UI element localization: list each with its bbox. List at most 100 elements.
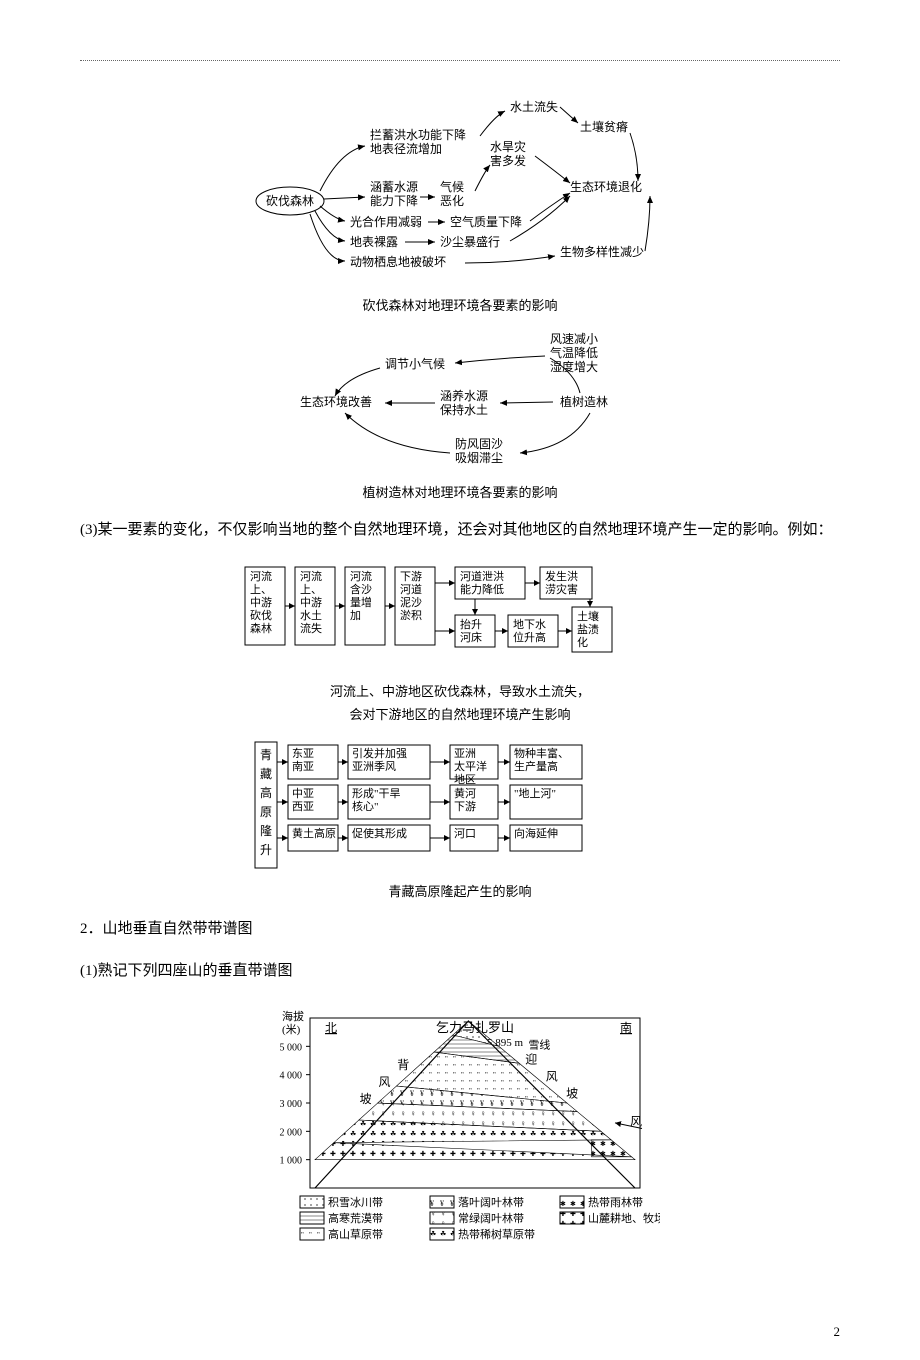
svg-text:森林: 森林	[250, 621, 272, 635]
d1-mid-l2: 害多发	[490, 153, 526, 168]
d1-top: 水土流失	[510, 99, 558, 114]
svg-text:引发并加强: 引发并加强	[352, 746, 407, 760]
svg-text:隆: 隆	[260, 823, 272, 838]
svg-text:热带稀树草原带: 热带稀树草原带	[458, 1227, 535, 1241]
svg-text:涝灾害: 涝灾害	[545, 582, 578, 596]
svg-text:河流: 河流	[350, 569, 372, 583]
paragraph-3: (3)某一要素的变化，不仅影响当地的整个自然地理环境，还会对其他地区的自然地理环…	[80, 515, 840, 545]
d2-top: 调节小气候	[385, 356, 445, 371]
svg-text:流失: 流失	[300, 621, 322, 635]
svg-text:量增: 量增	[350, 595, 372, 609]
diagram3-caption-l2: 会对下游地区的自然地理环境产生影响	[80, 704, 840, 723]
d1-r1: 土壤贫瘠	[580, 119, 628, 134]
svg-text:迎: 迎	[525, 1052, 537, 1066]
svg-text:亚洲季风: 亚洲季风	[352, 760, 396, 773]
d1-a1-l2: 地表径流增加	[370, 142, 442, 156]
header-divider	[80, 60, 840, 61]
svg-text:上、: 上、	[250, 583, 272, 596]
d2-mid2: 保持水土	[440, 402, 488, 417]
svg-text:风: 风	[378, 1075, 390, 1089]
svg-text:南: 南	[620, 1020, 632, 1035]
d1-a3b: 空气质量下降	[450, 214, 522, 229]
svg-text:盐渍: 盐渍	[577, 623, 599, 636]
d1-a1-l1: 拦蓄洪水功能下降	[370, 128, 466, 142]
svg-text:1 000: 1 000	[280, 1156, 303, 1167]
diagram-afforestation: 植树造林 调节小气候 风速减小 气温降低 湿度增大 生态环境改善 涵养水源 保持…	[80, 328, 840, 501]
svg-text:常绿阔叶林带: 常绿阔叶林带	[458, 1211, 524, 1225]
d2-bot2: 吸烟滞尘	[455, 451, 503, 465]
d1-a4: 地表裸露	[350, 234, 398, 249]
svg-text:下游: 下游	[454, 800, 476, 813]
svg-text:5 000: 5 000	[280, 1042, 303, 1053]
d1-a2-l2: 能力下降	[370, 194, 418, 208]
d2-tr2: 气温降低	[550, 345, 598, 360]
svg-text:3 000: 3 000	[280, 1099, 303, 1110]
svg-text:山麓耕地、牧场: 山麓耕地、牧场	[588, 1211, 660, 1225]
svg-text:"地上河": "地上河"	[514, 787, 556, 800]
svg-text:青: 青	[260, 748, 272, 762]
d1-a5: 动物栖息地被破坏	[350, 254, 446, 269]
svg-text:高山草原带: 高山草原带	[328, 1227, 383, 1241]
svg-text:水土: 水土	[300, 609, 322, 622]
svg-text:抬升: 抬升	[460, 617, 482, 631]
svg-text:2 000: 2 000	[280, 1127, 303, 1138]
diagram-river-chain: 河流上、中游砍伐森林河流上、中游水土流失河流含沙量增加下游河道泥沙淤积河道泄洪能…	[80, 557, 840, 723]
svg-text:太平洋: 太平洋	[454, 759, 487, 773]
svg-text:河床: 河床	[460, 630, 482, 644]
d1-a2-l1: 涵蓄水源	[370, 180, 418, 194]
svg-text:向海延伸: 向海延伸	[514, 826, 558, 840]
svg-text:生产量高: 生产量高	[514, 759, 558, 773]
svg-text:泥沙: 泥沙	[400, 596, 422, 609]
svg-text:黄土高原: 黄土高原	[292, 826, 336, 840]
d1-a2b-l2: 恶化	[440, 194, 464, 208]
svg-text:亚洲: 亚洲	[454, 748, 476, 760]
d1-mid-l1: 水旱灾	[490, 139, 526, 154]
d2-bot1: 防风固沙	[455, 436, 503, 451]
svg-text:中亚: 中亚	[292, 787, 314, 800]
svg-text:发生洪: 发生洪	[545, 569, 578, 583]
diagram-deforestation: 砍伐森林 拦蓄洪水功能下降 地表径流增加 涵蓄水源 能力下降 气候 恶化 光合作…	[80, 91, 840, 314]
d1-root: 砍伐森林	[266, 193, 314, 208]
svg-text:积雪冰川带: 积雪冰川带	[328, 1196, 383, 1209]
diagram-plateau: 青藏高原隆升 东亚南亚引发并加强亚洲季风亚洲太平洋地区物种丰富、生产量高中亚西亚…	[80, 737, 840, 900]
diagram3-caption-l1: 河流上、中游地区砍伐森林，导致水土流失，	[80, 681, 840, 700]
section2-sub: (1)熟记下列四座山的垂直带谱图	[80, 956, 840, 986]
svg-text:北: 北	[325, 1021, 337, 1035]
svg-text:河流: 河流	[250, 569, 272, 583]
svg-text:中游: 中游	[300, 596, 322, 609]
d1-a3: 光合作用减弱	[350, 214, 422, 229]
svg-text:核心": 核心"	[352, 799, 379, 813]
svg-text:东亚: 东亚	[292, 747, 314, 760]
svg-text:河道: 河道	[400, 582, 422, 596]
svg-text:高寒荒漠带: 高寒荒漠带	[328, 1211, 383, 1225]
svg-text:坡: 坡	[360, 1092, 372, 1106]
svg-text:下游: 下游	[400, 570, 422, 583]
page-number: 2	[834, 1324, 841, 1340]
d1-r2: 生态环境退化	[570, 179, 642, 194]
d1-a2b-l1: 气候	[440, 179, 464, 194]
diagram4-caption: 青藏高原隆起产生的影响	[80, 881, 840, 900]
svg-text:淤积: 淤积	[400, 609, 422, 622]
svg-text:位升高: 位升高	[513, 630, 546, 644]
svg-text:促使其形成: 促使其形成	[352, 826, 407, 840]
svg-text:加: 加	[350, 609, 361, 622]
svg-text:西亚: 西亚	[292, 801, 314, 813]
diagram1-caption: 砍伐森林对地理环境各要素的影响	[80, 295, 840, 314]
d1-r3: 生物多样性减少	[560, 244, 644, 259]
svg-text:(米): (米)	[282, 1023, 301, 1036]
diagram2-caption: 植树造林对地理环境各要素的影响	[80, 482, 840, 501]
svg-text:土壤: 土壤	[577, 609, 599, 623]
svg-text:砍伐: 砍伐	[250, 608, 272, 622]
svg-text:坡: 坡	[566, 1086, 578, 1100]
svg-text:雪线: 雪线	[528, 1037, 550, 1051]
svg-text:中游: 中游	[250, 596, 272, 609]
d2-tr3: 湿度增大	[550, 359, 598, 374]
svg-text:原: 原	[260, 805, 272, 819]
d2-root: 植树造林	[560, 394, 608, 409]
d1-a4b: 沙尘暴盛行	[440, 234, 500, 249]
d2-left: 生态环境改善	[300, 394, 372, 409]
svg-text:形成"干旱: 形成"干旱	[352, 787, 401, 800]
diagram-kilimanjaro: " ¥ ♀ ☘ ✱ ✚	[80, 998, 840, 1268]
svg-text:地区: 地区	[454, 773, 476, 786]
d2-mid1: 涵养水源	[440, 388, 488, 403]
